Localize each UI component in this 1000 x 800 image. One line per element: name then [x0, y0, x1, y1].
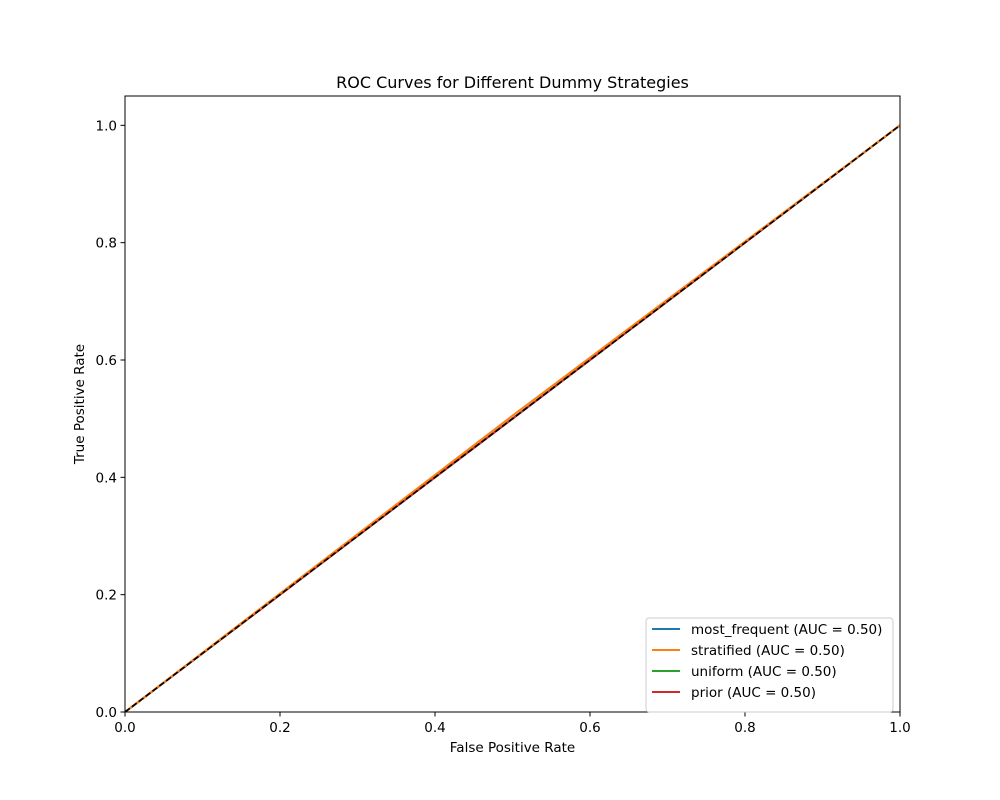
- y-tick-label: 0.8: [96, 236, 117, 252]
- y-tick-label: 1.0: [96, 118, 117, 134]
- y-axis-label: True Positive Rate: [72, 344, 88, 465]
- x-tick-label: 0.8: [734, 720, 755, 736]
- y-tick-label: 0.0: [96, 705, 117, 721]
- x-tick-label: 0.4: [424, 720, 445, 736]
- axes: 0.0 0.2 0.4 0.6 0.8 1.0 0.0 0.2 0.4 0.6 0.8 1.0: [96, 95, 911, 736]
- y-tick-label: 0.4: [96, 470, 117, 486]
- legend-entry-label: most_frequent (AUC = 0.50): [691, 622, 882, 638]
- legend-entry-label: uniform (AUC = 0.50): [691, 664, 837, 680]
- y-tick-label: 0.6: [96, 353, 117, 369]
- plot-area: [125, 124, 900, 712]
- x-tick-label: 0.6: [579, 720, 600, 736]
- legend-entry-label: stratified (AUC = 0.50): [691, 643, 845, 659]
- legend: most_frequent (AUC = 0.50) stratified (AU…: [645, 617, 894, 713]
- y-tick-label: 0.2: [96, 588, 117, 604]
- x-tick-label: 0.2: [269, 720, 290, 736]
- legend-entry-label: prior (AUC = 0.50): [691, 685, 816, 701]
- x-tick-label: 1.0: [889, 720, 910, 736]
- axes-frame: [124, 95, 901, 713]
- series-lines: [125, 124, 900, 712]
- legend-box: [645, 617, 894, 713]
- x-tick-label: 0.0: [114, 720, 135, 736]
- reference-diagonal-line: [125, 124, 900, 712]
- x-axis-label: False Positive Rate: [450, 740, 575, 756]
- chart-title: ROC Curves for Different Dummy Strategie…: [336, 73, 689, 92]
